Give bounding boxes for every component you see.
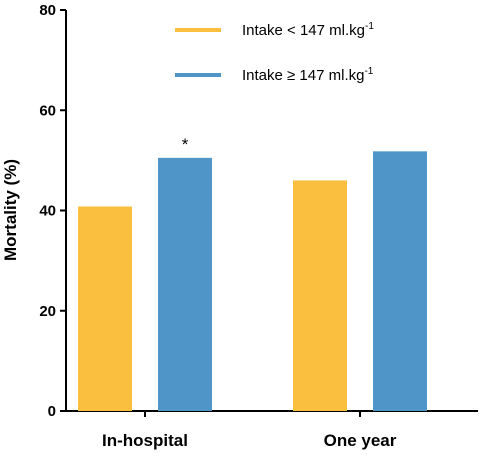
- bar: [78, 206, 132, 411]
- x-tick-label: In-hospital: [102, 431, 188, 450]
- y-tick-label: 80: [39, 2, 56, 19]
- legend: Intake < 147 ml.kg-1 Intake ≥ 147 ml.kg-1: [175, 21, 374, 84]
- bars: [78, 151, 427, 412]
- y-tick-label: 40: [39, 203, 56, 220]
- bar: [373, 151, 427, 412]
- bar: [158, 157, 212, 411]
- x-axis: In-hospital One year: [66, 410, 478, 450]
- y-axis-title: Mortality (%): [1, 159, 20, 261]
- y-axis: 0 20 40 60 80: [39, 2, 67, 420]
- bar: [293, 180, 347, 411]
- y-tick-label: 60: [39, 102, 56, 119]
- legend-label: Intake < 147 ml.kg-1: [242, 21, 374, 39]
- x-tick-label: One year: [324, 431, 397, 450]
- y-tick-label: 0: [48, 403, 56, 420]
- legend-label: Intake ≥ 147 ml.kg-1: [242, 66, 374, 84]
- annotations: *: [182, 135, 189, 154]
- y-tick-label: 20: [39, 303, 56, 320]
- significance-marker: *: [182, 135, 189, 154]
